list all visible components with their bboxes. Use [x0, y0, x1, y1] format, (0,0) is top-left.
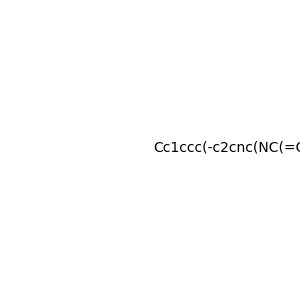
- Text: Cc1ccc(-c2cnc(NC(=O)CN3CCN(c4ncccn4)CC3)s2)cc1: Cc1ccc(-c2cnc(NC(=O)CN3CCN(c4ncccn4)CC3)…: [154, 140, 300, 154]
